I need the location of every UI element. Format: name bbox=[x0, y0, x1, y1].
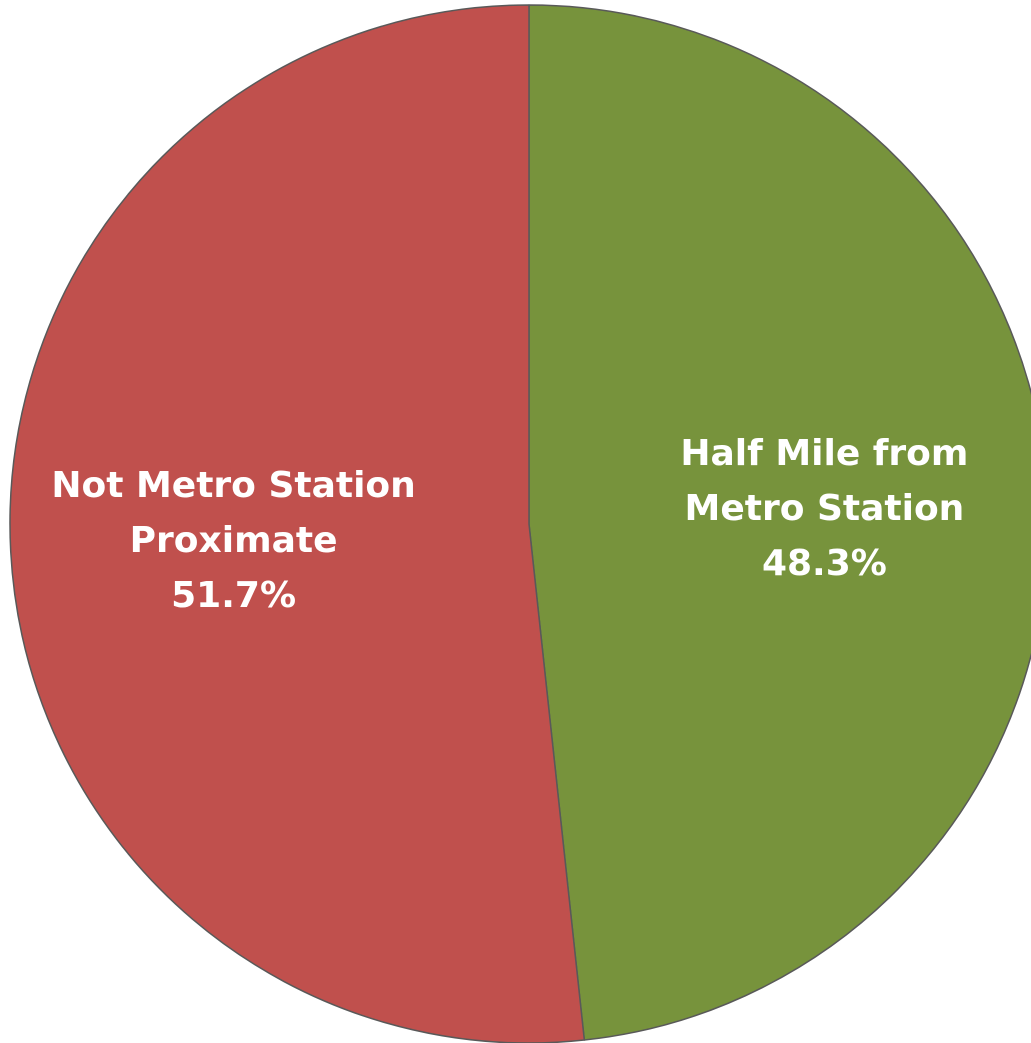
pie-slices bbox=[9, 4, 1031, 1043]
pie-slice-label-0: Half Mile from Metro Station 48.3% bbox=[680, 433, 968, 584]
pie-slice-name-line: Half Mile from bbox=[680, 433, 968, 474]
pie-slice-1 bbox=[9, 4, 586, 1043]
pie-slice-percent: 48.3% bbox=[762, 543, 887, 584]
pie-slice-0 bbox=[528, 4, 1031, 1041]
pie-slice-name-line: Metro Station bbox=[685, 488, 965, 529]
pie-slice-percent: 51.7% bbox=[171, 575, 296, 616]
pie-data-labels: Half Mile from Metro Station 48.3% Not Metr… bbox=[51, 433, 968, 616]
pie-slice-label-1: Not Metro Station Proximate 51.7% bbox=[51, 465, 415, 616]
pie-slice-name-line: Not Metro Station bbox=[51, 465, 415, 506]
pie-slice-name-line: Proximate bbox=[130, 520, 338, 561]
